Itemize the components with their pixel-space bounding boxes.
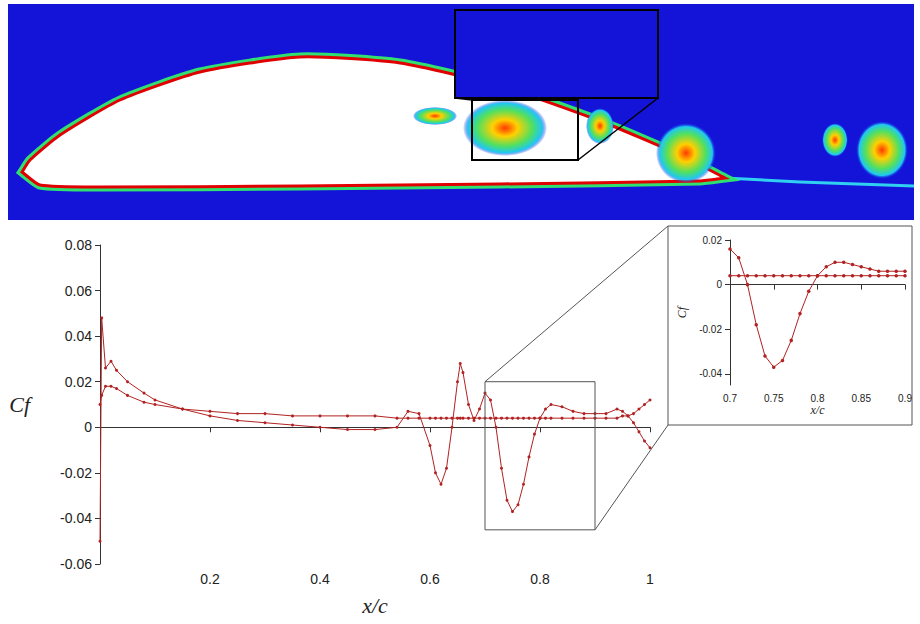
svg-text:Cf: Cf [9,392,33,417]
svg-text:0.02: 0.02 [703,235,723,246]
svg-text:0.9: 0.9 [898,393,912,404]
svg-text:0.4: 0.4 [310,571,330,587]
svg-text:x/c: x/c [810,403,826,417]
svg-text:0.08: 0.08 [65,237,92,253]
svg-text:0.2: 0.2 [200,571,220,587]
svg-text:0: 0 [716,279,722,290]
svg-text:-0.04: -0.04 [60,510,92,526]
svg-text:0.75: 0.75 [764,393,784,404]
svg-text:-0.04: -0.04 [699,368,722,379]
svg-text:-0.02: -0.02 [60,465,92,481]
svg-text:0.8: 0.8 [530,571,550,587]
svg-text:0.85: 0.85 [852,393,872,404]
svg-text:0.7: 0.7 [723,393,737,404]
svg-text:0.02: 0.02 [65,374,92,390]
svg-text:0.8: 0.8 [811,393,825,404]
svg-text:0.6: 0.6 [420,571,440,587]
svg-text:x/c: x/c [361,593,388,618]
svg-text:-0.06: -0.06 [60,556,92,572]
svg-text:0: 0 [84,419,92,435]
svg-text:-0.02: -0.02 [699,324,722,335]
svg-text:Cf: Cf [675,305,689,318]
svg-text:1: 1 [646,571,654,587]
svg-text:0.06: 0.06 [65,283,92,299]
svg-text:0.04: 0.04 [65,328,92,344]
